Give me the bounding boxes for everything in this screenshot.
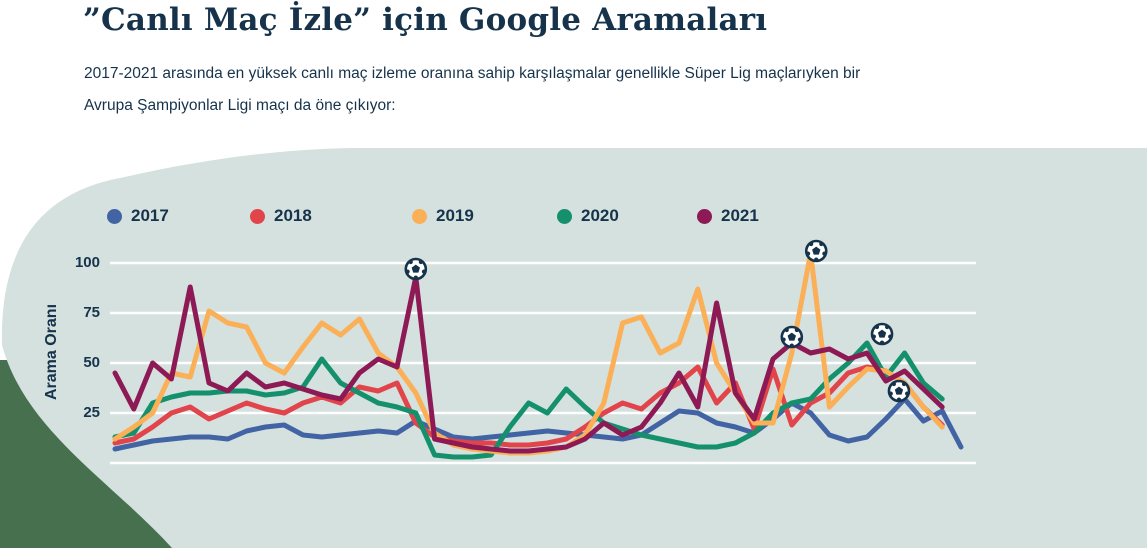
legend-dot-2020-icon	[557, 208, 572, 224]
y-tick-100: 100	[74, 254, 100, 271]
series-line-2021	[112, 274, 945, 454]
page-subtitle: 2017-2021 arasında en yüksek canlı maç i…	[84, 58, 860, 122]
legend-label-2017: 2017	[131, 206, 169, 225]
match-markers	[404, 239, 911, 403]
legend-label-2019: 2019	[436, 206, 474, 225]
page-title: ”Canlı Maç İzle” için Google Aramaları	[83, 2, 768, 38]
y-tick-50: 50	[83, 354, 100, 371]
series-line-2018	[112, 364, 945, 448]
soccer-ball-icon	[887, 379, 911, 403]
soccer-ball-icon	[870, 322, 894, 346]
legend-item-2019: 2019	[412, 205, 474, 227]
soccer-ball-icon	[404, 257, 428, 281]
legend-item-2017: 2017	[107, 205, 169, 227]
legend-item-2021: 2021	[697, 205, 759, 227]
legend-dot-2021-icon	[697, 208, 712, 224]
legend-dot-2017-icon	[107, 208, 122, 224]
legend-item-2018: 2018	[250, 205, 312, 227]
chart-panel	[1, 148, 1147, 548]
legend-label-2018: 2018	[274, 206, 312, 225]
legend-dot-2019-icon	[412, 208, 427, 224]
gridlines	[110, 261, 976, 465]
series-line-2020	[112, 340, 945, 460]
data-series	[112, 250, 964, 460]
y-tick-75: 75	[83, 304, 100, 321]
legend-label-2021: 2021	[721, 206, 759, 225]
legend-dot-2018-icon	[250, 208, 265, 224]
legend-item-2020: 2020	[557, 205, 619, 227]
series-line-2017	[112, 396, 964, 452]
soccer-ball-icon	[780, 325, 804, 349]
subtitle-line-2: Avrupa Şampiyonlar Ligi maçı da öne çıkı…	[84, 97, 396, 114]
y-tick-25: 25	[83, 404, 100, 421]
subtitle-line-1: 2017-2021 arasında en yüksek canlı maç i…	[84, 65, 861, 82]
legend-label-2020: 2020	[581, 206, 619, 225]
soccer-ball-icon	[804, 239, 828, 263]
